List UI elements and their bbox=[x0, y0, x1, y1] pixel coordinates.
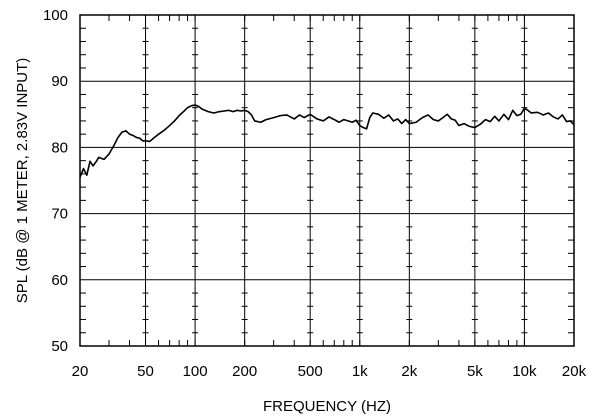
x-tick-label: 1k bbox=[352, 363, 368, 380]
plot-frame bbox=[79, 14, 575, 347]
x-tick-labels: 20 50 100 200 500 1k 2k 5k 10k 20k bbox=[72, 363, 587, 380]
x-tick-label: 20 bbox=[72, 363, 89, 380]
y-tick-label: 90 bbox=[51, 73, 68, 90]
major-grid bbox=[79, 14, 575, 347]
y-tick-label: 50 bbox=[51, 338, 68, 355]
x-tick-label: 10k bbox=[512, 363, 537, 380]
series-line bbox=[79, 104, 575, 178]
minor-ticks bbox=[80, 15, 574, 346]
y-axis-title: SPL (dB @ 1 METER, 2.83V INPUT) bbox=[14, 58, 31, 304]
x-tick-label: 100 bbox=[183, 363, 208, 380]
y-tick-labels: 50 60 70 80 90 100 bbox=[43, 7, 68, 355]
x-axis-title: FREQUENCY (HZ) bbox=[263, 398, 391, 415]
x-tick-label: 500 bbox=[298, 363, 323, 380]
x-tick-label: 20k bbox=[562, 363, 587, 380]
y-tick-label: 70 bbox=[51, 206, 68, 223]
y-tick-label: 60 bbox=[51, 272, 68, 289]
x-tick-label: 50 bbox=[137, 363, 154, 380]
x-tick-label: 2k bbox=[401, 363, 417, 380]
y-tick-label: 100 bbox=[43, 7, 68, 24]
x-tick-label: 5k bbox=[467, 363, 483, 380]
x-tick-label: 200 bbox=[232, 363, 257, 380]
series-layer bbox=[79, 104, 575, 178]
y-tick-label: 80 bbox=[51, 139, 68, 156]
